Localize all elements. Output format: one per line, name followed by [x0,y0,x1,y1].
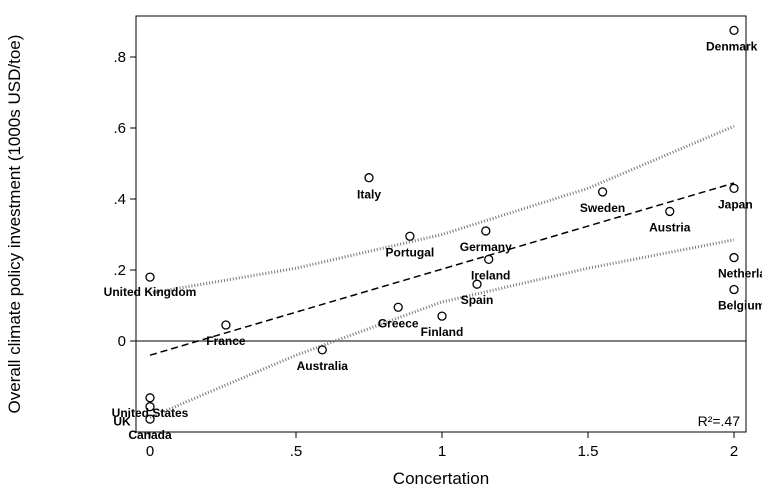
ci-lower-curve [149,238,735,419]
point-ireland [484,254,494,265]
label-denmark: Denmark [706,39,758,53]
y-tick-label: .4 [113,191,126,208]
point-denmark [729,25,739,36]
point-austria [665,206,675,217]
label-belgium: Belgium [718,299,762,313]
r-squared-annotation: R²=.47 [698,413,741,429]
y-axis-title: Overall climate policy investment (1000s… [5,35,24,414]
point-spain [472,279,482,289]
label-united-kingdom: United Kingdom [104,285,197,299]
x-tick-label: 1.5 [578,443,599,460]
point-united-states [145,393,155,403]
x-axis-title: Concertation [393,469,489,488]
label-japan: Japan [718,197,753,211]
point-sweden [597,187,608,197]
x-tick-label: 1 [438,443,446,460]
label-uk: UK [113,415,131,429]
point-finland [437,311,447,321]
point-canada [145,414,155,424]
fit-line [149,182,735,356]
label-ireland: Ireland [471,268,510,282]
point-australia [317,345,327,355]
ci-upper-curve [149,124,735,295]
point-belgium [729,284,739,295]
label-france: France [206,334,246,348]
point-italy [364,173,374,183]
label-australia: Australia [297,359,349,373]
y-axis: 0 .2 .4 .6 .8 [113,49,136,350]
point-united-kingdom [145,272,155,282]
confidence-interval-group [149,124,735,419]
label-italy: Italy [357,188,381,202]
point-germany [481,226,491,236]
point-japan [729,183,739,194]
point-uk [145,402,155,412]
label-portugal: Portugal [386,245,435,259]
point-greece [393,302,403,312]
point-labels-group: Denmark Japan Netherlands Belgium Sweden Aust… [104,39,762,442]
plot-frame [135,15,747,433]
label-netherlands: Netherlands [718,267,762,281]
y-tick-label: .2 [113,262,126,279]
y-tick-label: .8 [113,49,126,66]
label-sweden: Sweden [580,201,625,215]
x-axis: 0 .5 1 1.5 2 [146,432,738,460]
label-germany: Germany [460,240,512,254]
label-greece: Greece [378,316,419,330]
label-united-states: United States [112,406,189,420]
point-portugal [405,231,415,241]
label-spain: Spain [461,293,494,307]
point-netherlands [729,252,739,263]
y-tick-label: .6 [113,120,126,137]
y-tick-label: 0 [118,333,126,350]
fit-line-group [149,182,735,356]
points-group [145,25,739,424]
x-tick-label: 2 [730,443,738,460]
point-france [221,320,231,330]
x-tick-label: 0 [146,443,154,460]
x-tick-label: .5 [290,443,303,460]
label-finland: Finland [421,325,464,339]
label-austria: Austria [649,220,691,234]
